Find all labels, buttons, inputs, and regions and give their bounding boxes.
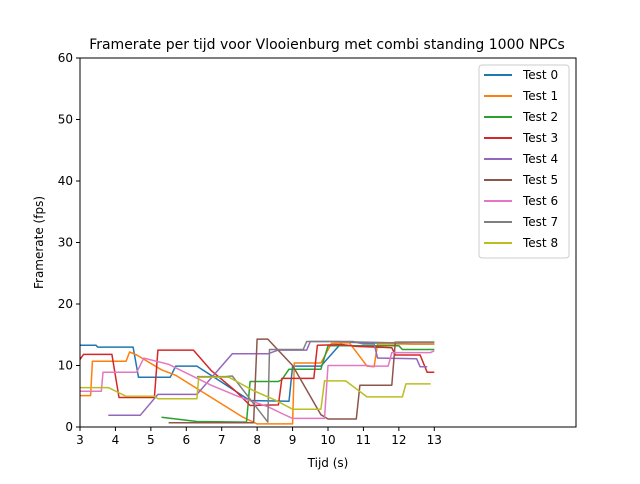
series-line-test-6 [80,350,435,420]
y-tick-label: 50 [58,113,73,127]
legend-label: Test 1 [522,89,558,103]
legend-label: Test 4 [522,152,558,166]
x-tick-label: 11 [356,433,371,447]
y-axis-label: Framerate (fps) [32,196,46,289]
legend-label: Test 5 [522,173,558,187]
legend-label: Test 7 [522,215,558,229]
plot-series [79,338,435,425]
y-tick-label: 60 [58,51,73,65]
y-tick-label: 10 [58,359,73,373]
x-axis-label: Tijd (s) [307,456,349,470]
legend-label: Test 3 [522,131,558,145]
x-tick-label: 5 [147,433,155,447]
legend-label: Test 8 [522,236,558,250]
x-axis: 3 4 5 6 7 8 9 10 11 12 13 [76,427,442,447]
y-tick-label: 20 [58,297,73,311]
legend-label: Test 0 [522,68,558,82]
y-tick-label: 0 [65,420,73,434]
chart-title: Framerate per tijd voor Vlooienburg met … [89,37,565,53]
y-tick-label: 40 [58,174,73,188]
x-tick-label: 4 [112,433,120,447]
x-tick-label: 6 [182,433,190,447]
y-tick-label: 30 [58,236,73,250]
series-line-test-7 [196,340,435,423]
y-axis: 0 10 20 30 40 50 60 [58,51,80,434]
legend-label: Test 6 [522,194,558,208]
series-line-test-8 [80,376,431,410]
x-tick-label: 10 [320,433,335,447]
x-tick-label: 8 [253,433,261,447]
series-line-test-4 [108,340,428,417]
legend-label: Test 2 [522,110,558,124]
x-tick-label: 3 [76,433,84,447]
x-tick-label: 9 [289,433,297,447]
x-tick-label: 12 [391,433,406,447]
x-tick-label: 13 [427,433,442,447]
legend-box [478,64,570,259]
legend: Test 0 Test 1 Test 2 Test 3 Test 4 Test 5 Test… [478,64,570,259]
series-line-test-0 [80,341,435,402]
x-tick-label: 7 [218,433,226,447]
